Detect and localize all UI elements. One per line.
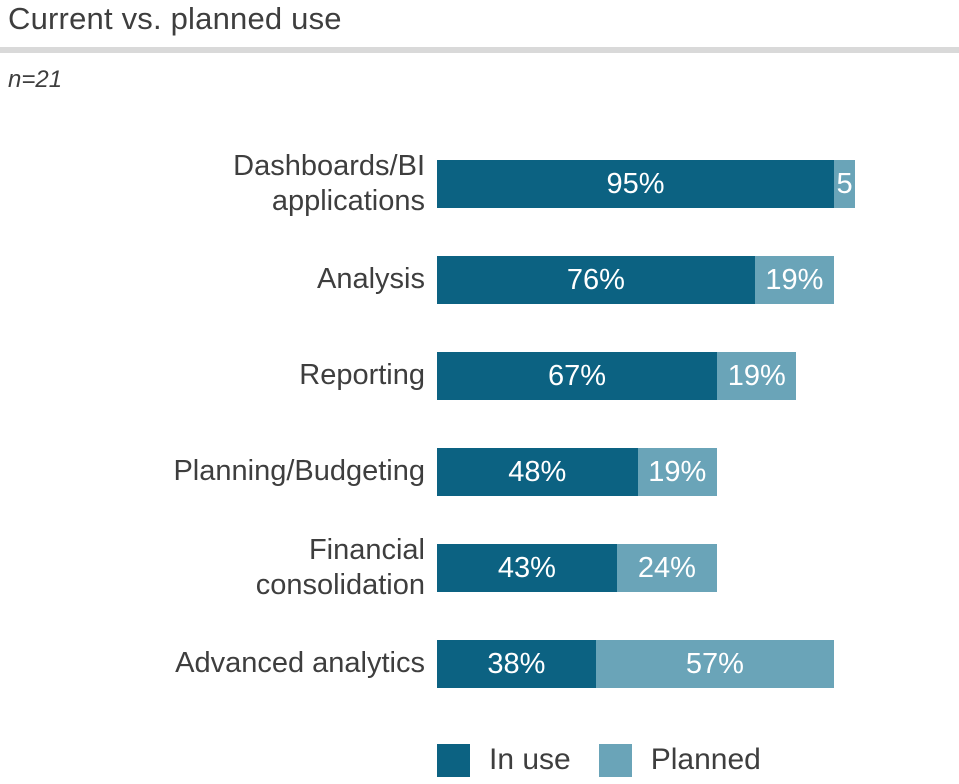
chart-row: Financial consolidation 43% 24% [0,534,959,601]
chart-row: Dashboards/BI applications 95% 5 [0,150,959,217]
value-label: 19% [765,263,824,296]
legend-swatch [437,743,470,777]
bar-segment-in-use: 43% [437,544,617,592]
bar-segment-planned: 57% [595,640,835,688]
category-label: Planning/Budgeting [173,455,425,488]
bar-track: 95% 5 [437,160,855,208]
bar-track: 76% 19% [437,256,835,304]
bar-segment-planned: 19% [754,256,835,304]
chart-row: Planning/Budgeting 48% 19% [0,448,959,496]
chart-row: Reporting 67% 19% [0,352,959,400]
category-label: Reporting [299,359,425,392]
page-title: Current vs. planned use [8,1,342,36]
value-label: 95% [606,167,665,200]
category-label: Advanced analytics [175,647,425,680]
value-label: 67% [548,359,607,392]
bar-track: 43% 24% [437,544,718,592]
value-label: 76% [566,263,625,296]
bar-segment-in-use: 38% [437,640,596,688]
sample-size-note: n=21 [8,66,63,93]
bar-segment-planned: 19% [717,352,797,400]
chart-row: Analysis 76% 19% [0,256,959,304]
legend-item-planned: Planned [598,743,761,777]
value-label: 24% [637,551,696,584]
bar-segment-in-use: 76% [437,256,755,304]
value-label: 38% [487,647,546,680]
category-label: Analysis [317,263,425,296]
value-label: 5 [836,167,853,200]
bar-track: 67% 19% [437,352,797,400]
bar-segment-in-use: 67% [437,352,718,400]
legend-label: Planned [650,743,761,776]
bar-track: 38% 57% [437,640,835,688]
chart-row: Advanced analytics 38% 57% [0,640,959,688]
bar-segment-planned: 24% [616,544,718,592]
bar-segment-in-use: 95% [437,160,835,208]
bar-segment-in-use: 48% [437,448,638,496]
value-label: 57% [685,647,744,680]
legend: In use Planned [437,743,761,777]
legend-item-in-use: In use [437,743,571,777]
value-label: 43% [497,551,556,584]
category-label: Financial consolidation [255,533,425,601]
legend-swatch [598,743,632,777]
legend-label: In use [489,743,571,776]
bar-segment-planned: 19% [637,448,718,496]
value-label: 48% [508,455,567,488]
value-label: 19% [648,455,707,488]
category-label: Dashboards/BI applications [233,149,425,217]
title-divider [0,47,959,53]
bar-track: 48% 19% [437,448,718,496]
value-label: 19% [727,359,786,392]
bar-segment-planned: 5 [834,160,855,208]
stacked-bar-chart: Dashboards/BI applications 95% 5 Analysis 76… [0,150,959,736]
